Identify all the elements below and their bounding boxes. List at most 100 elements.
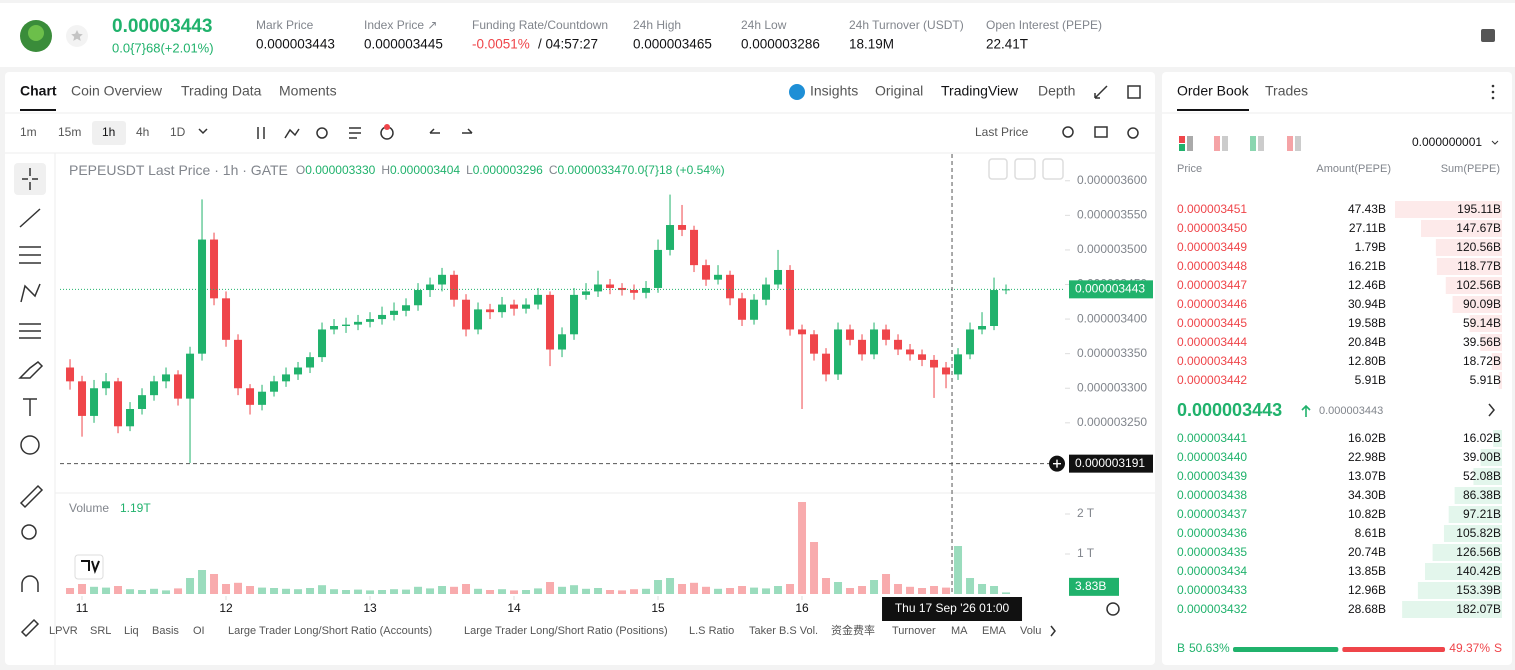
chart-tab[interactable]: Trading Data xyxy=(181,83,262,99)
magnet-tool[interactable] xyxy=(21,575,39,592)
indicator[interactable]: OI xyxy=(193,625,205,637)
pattern-tool[interactable] xyxy=(20,283,41,303)
book-price: 0.000003447 xyxy=(1177,278,1247,292)
indicator[interactable]: Liq xyxy=(124,625,139,637)
layout[interactable] xyxy=(1127,85,1141,99)
candle-body xyxy=(138,395,147,409)
indicator[interactable]: Taker B.S Vol. xyxy=(749,625,818,637)
fit-btn[interactable] xyxy=(1042,158,1064,180)
candle-body xyxy=(282,374,291,382)
redo[interactable] xyxy=(462,128,473,134)
volume-bar xyxy=(426,588,435,594)
trend-line-tool[interactable] xyxy=(19,208,41,228)
volume-bar xyxy=(618,590,627,594)
screenshot[interactable] xyxy=(1094,126,1108,138)
book-price: 0.000003450 xyxy=(1177,221,1247,235)
scroll-btn[interactable] xyxy=(988,158,1008,180)
settings[interactable] xyxy=(1127,127,1139,139)
expand[interactable] xyxy=(1488,403,1495,417)
brush-tool[interactable] xyxy=(18,361,44,379)
active-tab-underline xyxy=(20,109,56,111)
interval[interactable]: 4h xyxy=(136,125,149,139)
emoji-tool[interactable] xyxy=(20,435,40,455)
interval[interactable]: 1m xyxy=(20,125,37,139)
interval[interactable]: 1h xyxy=(102,125,115,139)
menu-dot[interactable] xyxy=(1491,90,1495,94)
projection-tool[interactable] xyxy=(19,323,41,339)
volume-bar xyxy=(174,588,183,594)
crosshair-tool[interactable] xyxy=(22,168,38,190)
indicator[interactable]: LPVR xyxy=(49,625,78,637)
fib-tool[interactable] xyxy=(19,246,41,264)
chart-tab[interactable]: Coin Overview xyxy=(71,83,163,99)
book-price: 0.000003443 xyxy=(1177,354,1247,368)
depth-bar xyxy=(1480,449,1502,466)
indicator[interactable]: Basis xyxy=(152,625,179,637)
indicator[interactable]: Large Trader Long/Short Ratio (Positions… xyxy=(464,625,668,637)
panel-icon[interactable] xyxy=(1481,29,1495,42)
book-amount: 16.02B xyxy=(1348,431,1386,445)
drawing-tools xyxy=(18,168,44,638)
indicator[interactable]: MA xyxy=(951,625,968,637)
book-sum: 5.91B xyxy=(1470,373,1501,387)
indicator[interactable]: Turnover xyxy=(892,625,936,637)
axis-settings[interactable] xyxy=(1106,602,1120,616)
interval-dropdown[interactable] xyxy=(198,128,208,135)
price-type[interactable]: Last Price xyxy=(975,125,1029,139)
volume-bar xyxy=(198,570,207,594)
undo[interactable] xyxy=(429,128,440,134)
indicator[interactable]: EMA xyxy=(982,625,1007,637)
candle-body xyxy=(834,329,843,375)
book-price: 0.000003444 xyxy=(1177,335,1247,349)
text-tool[interactable] xyxy=(23,398,37,416)
book-tab[interactable]: Trades xyxy=(1265,83,1308,99)
pencil-tool[interactable] xyxy=(20,618,40,638)
templates[interactable] xyxy=(349,127,361,139)
depth-bar xyxy=(1445,277,1502,294)
interval[interactable]: 15m xyxy=(58,125,81,139)
x-tick-label: 15 xyxy=(651,601,665,615)
menu-dot[interactable] xyxy=(1491,84,1495,88)
chart-tab[interactable]: Chart xyxy=(20,83,57,99)
view-tab[interactable]: Depth xyxy=(1038,83,1075,99)
indicator[interactable]: Large Trader Long/Short Ratio (Accounts) xyxy=(228,625,432,637)
candle-body xyxy=(198,239,207,354)
replay[interactable] xyxy=(316,127,328,139)
view-tab[interactable]: Original xyxy=(875,83,923,99)
book-amount: 8.61B xyxy=(1355,526,1386,540)
volume-bar xyxy=(306,588,315,594)
icon[interactable] xyxy=(1250,136,1256,151)
volume-bar xyxy=(522,590,531,594)
legend-value: 0.000003330 xyxy=(305,163,375,177)
indicators[interactable] xyxy=(284,128,300,139)
icon[interactable] xyxy=(1179,136,1185,143)
menu-dot[interactable] xyxy=(1491,96,1495,100)
interval[interactable]: 1D xyxy=(170,125,186,139)
book-amount: 30.94B xyxy=(1348,297,1386,311)
search[interactable] xyxy=(1062,126,1074,138)
candle-body xyxy=(114,381,123,427)
fullscreen[interactable] xyxy=(1094,85,1108,99)
view-tab[interactable]: Insights xyxy=(810,83,858,99)
book-tab[interactable]: Order Book xyxy=(1177,83,1250,99)
zoom-btn[interactable] xyxy=(1014,158,1036,180)
candle-body xyxy=(162,374,171,382)
tick-size[interactable]: 0.000000001 xyxy=(1412,135,1482,149)
more-indicators[interactable] xyxy=(1050,625,1056,637)
zoom-tool[interactable] xyxy=(21,524,37,540)
indicator[interactable]: SRL xyxy=(90,625,111,637)
candle-type[interactable] xyxy=(257,127,265,139)
candle-body xyxy=(954,354,963,375)
ruler-tool[interactable] xyxy=(19,484,44,509)
volume-bar xyxy=(354,589,363,594)
indicator[interactable]: 资金费率 xyxy=(831,623,875,637)
chart-tab[interactable]: Moments xyxy=(279,83,337,99)
view-tab[interactable]: TradingView xyxy=(941,83,1019,99)
indicator[interactable]: Volu xyxy=(1020,625,1041,637)
candle-body xyxy=(714,274,723,280)
indicator[interactable]: L.S Ratio xyxy=(689,625,734,637)
icon[interactable] xyxy=(1287,136,1293,151)
icon[interactable] xyxy=(1214,136,1220,151)
chart-legend: PEPEUSDT Last Price · 1h · GATE O0.000003… xyxy=(69,162,725,178)
legend-key: C xyxy=(549,163,558,177)
